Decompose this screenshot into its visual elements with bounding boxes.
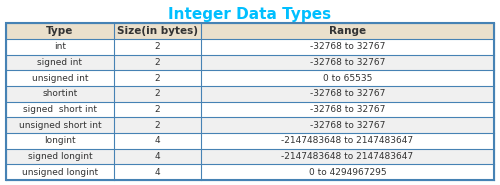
Text: -32768 to 32767: -32768 to 32767: [310, 89, 385, 98]
Text: Size(in bytes): Size(in bytes): [117, 26, 198, 36]
Bar: [114, 39, 202, 55]
Bar: [6, 70, 114, 86]
Text: Type: Type: [46, 26, 74, 36]
Bar: [114, 86, 202, 102]
Text: -2147483648 to 2147483647: -2147483648 to 2147483647: [282, 152, 414, 161]
Bar: [6, 86, 114, 102]
Bar: [6, 39, 114, 55]
Text: signed  short int: signed short int: [23, 105, 97, 114]
Text: 4: 4: [154, 168, 160, 177]
Bar: [202, 23, 494, 39]
Bar: [114, 149, 202, 164]
Bar: [6, 149, 114, 164]
Text: 2: 2: [154, 58, 160, 67]
Text: unsigned longint: unsigned longint: [22, 168, 98, 177]
Text: 2: 2: [154, 89, 160, 98]
Bar: [6, 23, 114, 39]
Text: unsigned short int: unsigned short int: [18, 121, 102, 130]
Text: unsigned int: unsigned int: [32, 74, 88, 83]
Text: Integer Data Types: Integer Data Types: [168, 7, 332, 22]
Bar: [202, 102, 494, 117]
Text: Range: Range: [329, 26, 366, 36]
Text: 2: 2: [154, 121, 160, 130]
Bar: [114, 70, 202, 86]
Text: -32768 to 32767: -32768 to 32767: [310, 121, 385, 130]
Text: signed int: signed int: [38, 58, 82, 67]
Text: 0 to 4294967295: 0 to 4294967295: [308, 168, 386, 177]
Bar: [202, 164, 494, 180]
Bar: [6, 23, 494, 180]
Text: shortint: shortint: [42, 89, 78, 98]
Bar: [114, 23, 202, 39]
Bar: [114, 117, 202, 133]
Bar: [202, 149, 494, 164]
Text: -2147483648 to 2147483647: -2147483648 to 2147483647: [282, 136, 414, 145]
Bar: [114, 133, 202, 149]
Text: -32768 to 32767: -32768 to 32767: [310, 58, 385, 67]
Bar: [114, 164, 202, 180]
Text: 2: 2: [154, 105, 160, 114]
Bar: [6, 55, 114, 70]
Text: 2: 2: [154, 42, 160, 51]
Bar: [114, 55, 202, 70]
Bar: [114, 102, 202, 117]
Bar: [6, 164, 114, 180]
Text: 0 to 65535: 0 to 65535: [323, 74, 372, 83]
Bar: [6, 133, 114, 149]
Bar: [202, 55, 494, 70]
Bar: [202, 86, 494, 102]
Text: signed longint: signed longint: [28, 152, 92, 161]
Text: 4: 4: [154, 136, 160, 145]
Bar: [6, 117, 114, 133]
Bar: [202, 70, 494, 86]
Bar: [202, 117, 494, 133]
Text: longint: longint: [44, 136, 76, 145]
Text: int: int: [54, 42, 66, 51]
Bar: [202, 133, 494, 149]
Bar: [202, 39, 494, 55]
Text: 4: 4: [154, 152, 160, 161]
Text: -32768 to 32767: -32768 to 32767: [310, 42, 385, 51]
Text: 2: 2: [154, 74, 160, 83]
Bar: [6, 102, 114, 117]
Text: -32768 to 32767: -32768 to 32767: [310, 105, 385, 114]
